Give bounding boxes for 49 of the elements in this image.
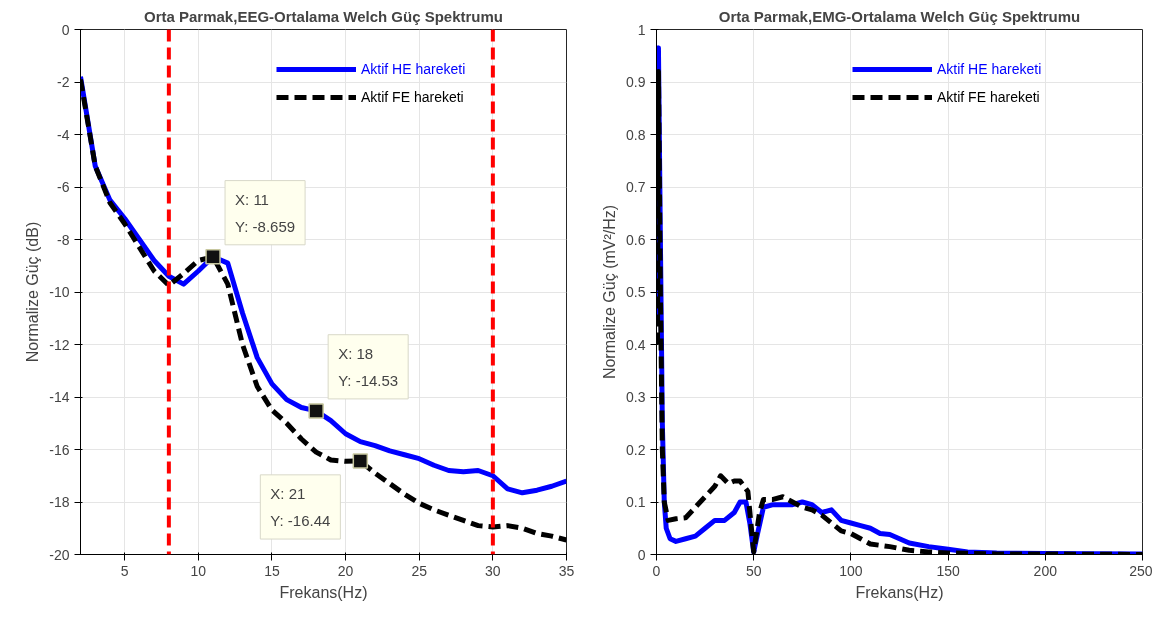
- y-tick-label: 0.3: [626, 389, 646, 405]
- y-tick-label: -18: [49, 494, 70, 510]
- x-tick-label: 15: [264, 562, 280, 579]
- y-tick-label: 1: [637, 21, 646, 38]
- x-tick-label: 50: [745, 562, 762, 579]
- y-axis-title: Normalize Güç (dB): [24, 221, 42, 363]
- y-tick-label: -10: [49, 284, 70, 300]
- x-axis-title: Frekans(Hz): [279, 583, 368, 601]
- x-tick-label: 150: [936, 562, 960, 579]
- y-axis-title: Normalize Güç (mV²/Hz): [601, 204, 619, 380]
- point: [352, 453, 369, 469]
- annotation: X: 11 Y: -8.659: [235, 190, 296, 235]
- y-tick-label: -16: [49, 441, 70, 458]
- x-axis-title: Frekans(Hz): [855, 583, 944, 601]
- text: Aktif HE hareketi: [937, 61, 1042, 77]
- text: Aktif FE hareketi: [361, 89, 464, 105]
- y-tick-label: 0.5: [626, 284, 646, 300]
- y-tick-label: 0.6: [626, 231, 646, 248]
- y-tick-label: -8: [57, 231, 70, 248]
- y-tick-label: -20: [49, 546, 70, 563]
- y-tick-label: 0: [637, 546, 646, 563]
- x-tick-label: 20: [337, 562, 354, 579]
- x-tick-label: 100: [839, 562, 863, 579]
- y-tick-label: 0.7: [626, 179, 646, 195]
- y-tick-label: 0.8: [626, 126, 646, 143]
- y-tick-label: -2: [57, 74, 70, 90]
- y-tick-label: 0.9: [626, 74, 646, 90]
- x-tick-label: 25: [411, 562, 428, 579]
- x-tick-label: 35: [558, 562, 575, 579]
- y-tick-label: 0.1: [626, 494, 646, 510]
- text: Aktif HE hareketi: [361, 61, 466, 77]
- y-tick-label: -4: [57, 126, 70, 143]
- text: Aktif FE hareketi: [937, 89, 1040, 105]
- chart-title: Orta Parmak,EEG-Ortalama Welch Güç Spektrumu: [143, 7, 504, 25]
- x-tick-label: 30: [485, 562, 501, 579]
- x-tick-label: 250: [1129, 562, 1153, 579]
- y-tick-label: 0.4: [626, 336, 646, 353]
- x-tick-label: 200: [1033, 562, 1058, 579]
- y-tick-label: -14: [49, 389, 70, 405]
- annotation: X: 21 Y: -16.44: [270, 484, 331, 530]
- y-tick-label: 0.2: [626, 441, 646, 458]
- x-tick-label: 0: [652, 562, 661, 579]
- annotation: X: 18 Y: -14.53: [338, 344, 399, 389]
- y-tick-label: -6: [57, 179, 70, 195]
- y-tick-label: -12: [49, 336, 70, 353]
- y-tick-label: 0: [61, 21, 70, 38]
- chart-title: Orta Parmak,EMG-Ortalama Welch Güç Spektrumu: [718, 7, 1081, 25]
- x-tick-label: 5: [120, 562, 129, 579]
- x-tick-label: 10: [190, 562, 207, 579]
